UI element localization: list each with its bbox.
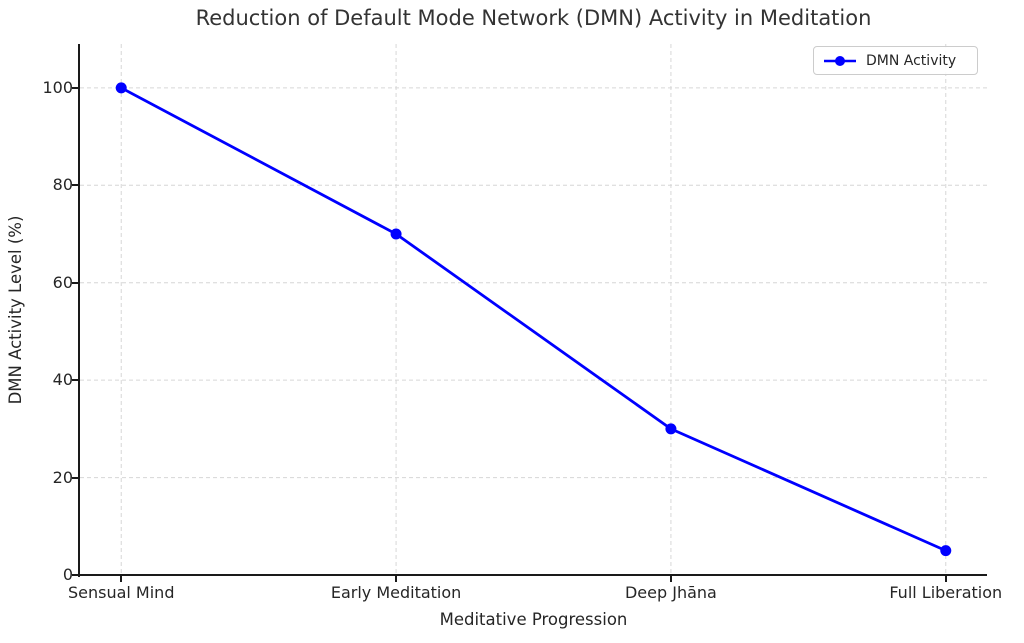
data-point bbox=[940, 545, 952, 557]
y-tick-label: 20 bbox=[52, 467, 73, 487]
data-point bbox=[390, 228, 402, 240]
x-axis-title: Meditative Progression bbox=[439, 610, 628, 629]
y-tick-label: 40 bbox=[52, 370, 73, 390]
x-tick-label: Early Meditation bbox=[330, 583, 462, 602]
y-axis-title: DMN Activity Level (%) bbox=[6, 215, 25, 405]
x-tick-mark bbox=[395, 576, 398, 582]
legend-entry-dmn-activity: DMN Activity bbox=[866, 52, 957, 69]
line-chart-canvas bbox=[80, 44, 987, 575]
y-tick-mark bbox=[72, 281, 78, 284]
y-axis-spine bbox=[78, 44, 80, 577]
y-tick-mark bbox=[72, 184, 78, 187]
chart-title: Reduction of Default Mode Network (DMN) … bbox=[195, 6, 872, 30]
x-tick-mark bbox=[669, 576, 672, 582]
legend-line-marker-icon bbox=[824, 55, 856, 66]
y-tick-mark bbox=[72, 86, 78, 89]
x-tick-label: Full Liberation bbox=[889, 583, 1003, 602]
y-tick-label: 0 bbox=[62, 565, 73, 584]
y-tick-mark bbox=[72, 476, 78, 479]
legend: DMN Activity bbox=[813, 46, 978, 75]
x-axis-spine bbox=[78, 574, 987, 576]
x-tick-label: Sensual Mind bbox=[67, 583, 175, 602]
data-point bbox=[665, 423, 677, 435]
data-point bbox=[115, 82, 127, 94]
x-tick-label: Deep Jhāna bbox=[624, 583, 717, 602]
x-tick-mark bbox=[120, 576, 123, 582]
plot-area bbox=[80, 44, 987, 575]
y-tick-label: 80 bbox=[52, 175, 73, 195]
y-tick-mark bbox=[72, 379, 78, 382]
y-tick-label: 100 bbox=[42, 77, 73, 97]
x-tick-mark bbox=[944, 576, 947, 582]
y-tick-mark bbox=[72, 574, 78, 576]
data-line-dmn-activity bbox=[119, 86, 948, 553]
y-tick-label: 60 bbox=[52, 272, 73, 292]
